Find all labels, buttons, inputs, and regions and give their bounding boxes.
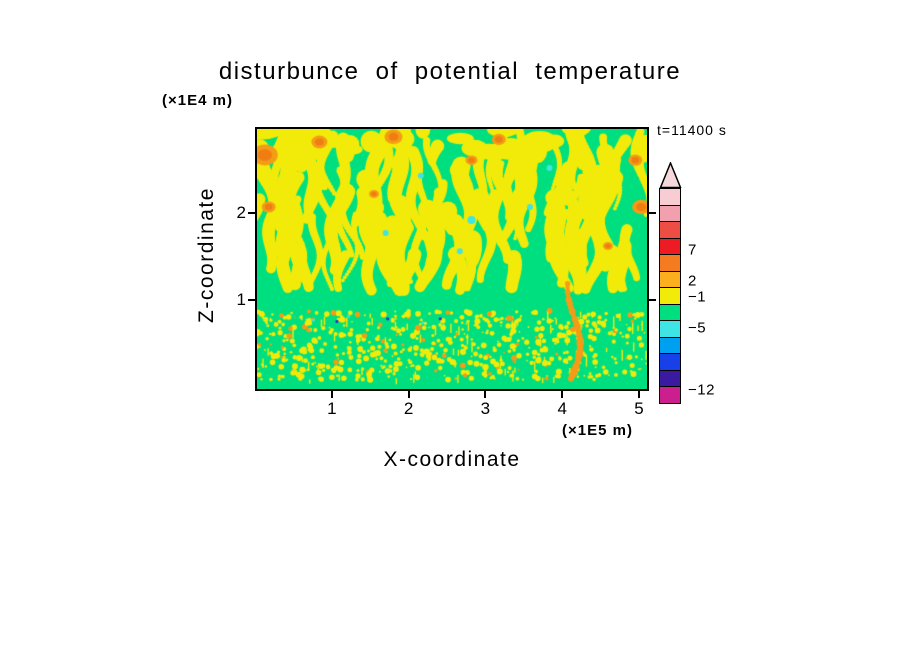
colorbar-segment [660, 270, 680, 287]
x-tick-label: 4 [557, 399, 567, 418]
time-annotation: t=11400 s [657, 122, 727, 138]
z-tick-label: 1 [236, 289, 246, 309]
colorbar-segment [660, 386, 680, 403]
colorbar-segment [660, 204, 680, 221]
z-axis-tick-right [649, 212, 656, 215]
colorbar-label: −12 [688, 381, 715, 398]
colorbar-segment [660, 303, 680, 320]
z-axis-unit: (×1E4 m) [162, 92, 233, 109]
z-axis-tick-right [649, 298, 656, 301]
z-axis-label: Z-coordinate [195, 187, 218, 323]
x-tick-label: 2 [403, 399, 414, 418]
x-axis-tick [330, 391, 333, 398]
z-axis-tick [248, 212, 255, 215]
x-tick-label: 5 [634, 399, 644, 418]
colorbar-segment [660, 221, 680, 238]
colorbar-segment [660, 353, 680, 370]
chart-title: disturbunce of potential temperature [218, 58, 682, 85]
contour-field-canvas [257, 129, 647, 389]
colorbar-segment [660, 189, 680, 205]
colorbar-label: −5 [688, 319, 707, 336]
x-tick-label: 1 [327, 399, 337, 418]
colorbar [659, 188, 681, 404]
z-axis-tick [248, 298, 255, 301]
colorbar-segment [660, 369, 680, 386]
colorbar-tip-icon [659, 162, 682, 188]
x-axis-label: X-coordinate [383, 448, 521, 471]
colorbar-label: 2 [688, 272, 697, 290]
colorbar-segment [660, 237, 680, 254]
colorbar-label: −1 [688, 288, 707, 305]
x-axis-tick [561, 391, 564, 398]
x-tick-label: 3 [480, 399, 491, 418]
x-axis-tick [638, 391, 641, 398]
colorbar-segment [660, 254, 680, 271]
colorbar-label: 7 [688, 241, 697, 259]
plot-area [255, 127, 649, 391]
colorbar-segment [660, 320, 680, 337]
colorbar-segment [660, 287, 680, 304]
x-axis-tick [484, 391, 487, 398]
z-tick-label: 2 [236, 203, 246, 223]
x-axis-tick [407, 391, 410, 398]
colorbar-segment [660, 336, 680, 353]
x-axis-unit: (×1E5 m) [562, 422, 633, 439]
